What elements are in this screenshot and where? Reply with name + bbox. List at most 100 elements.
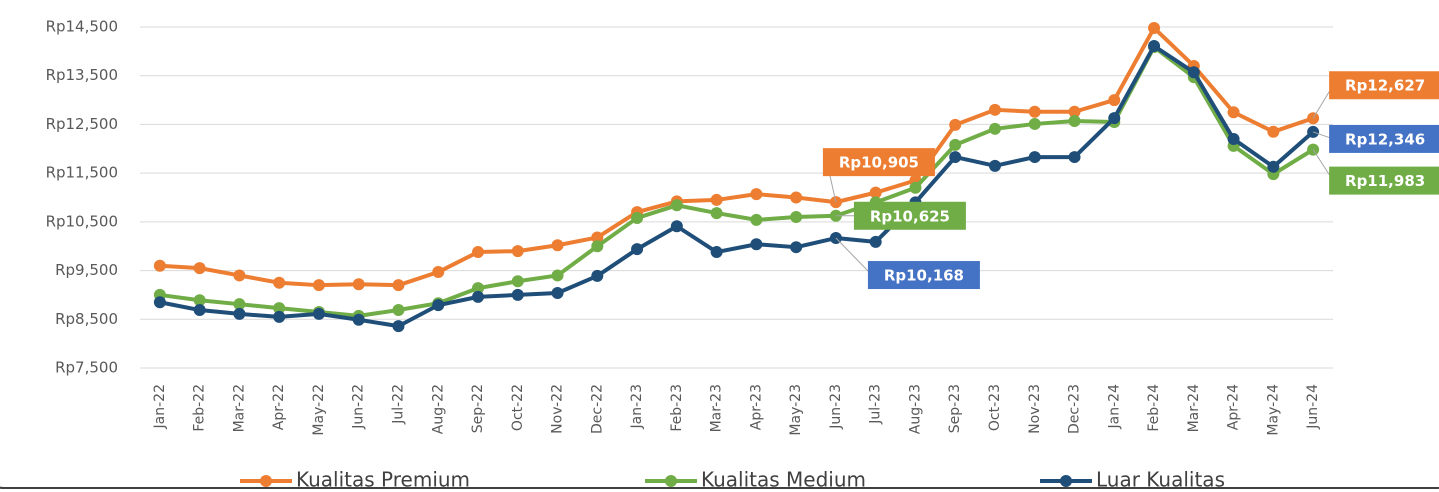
x-tick-label: Mar-23 xyxy=(709,384,725,432)
data-point xyxy=(193,304,206,317)
value-label-box xyxy=(867,261,980,290)
x-tick-label: Feb-24 xyxy=(1146,384,1162,432)
data-point xyxy=(352,313,365,326)
data-point xyxy=(551,286,564,299)
x-tick-label: May-23 xyxy=(788,384,804,436)
data-point xyxy=(1148,39,1161,52)
data-point xyxy=(1227,106,1240,119)
data-point xyxy=(1187,66,1200,79)
legend-marker xyxy=(260,475,272,487)
x-tick-label: Jun-24 xyxy=(1305,384,1321,430)
y-tick-label: Rp8,500 xyxy=(55,310,118,328)
x-tick-label: Mar-24 xyxy=(1186,384,1202,432)
data-point xyxy=(591,231,604,244)
y-tick-label: Rp14,500 xyxy=(46,18,118,36)
data-point xyxy=(1068,115,1081,128)
data-point xyxy=(1028,117,1041,130)
data-point xyxy=(233,269,246,282)
data-point xyxy=(591,269,604,282)
x-tick-label: Oct-23 xyxy=(987,384,1003,431)
data-point xyxy=(869,235,882,248)
data-point xyxy=(710,207,723,220)
value-label: Rp12,346 xyxy=(1345,130,1425,148)
data-point xyxy=(1148,21,1161,34)
series-line xyxy=(159,44,1315,318)
data-point xyxy=(790,191,803,204)
legend-label: Luar Kualitas xyxy=(1096,468,1225,492)
data-point xyxy=(949,118,962,131)
x-tick-label: Jun-23 xyxy=(828,384,844,430)
data-point xyxy=(631,211,644,224)
data-point xyxy=(1028,151,1041,164)
data-point xyxy=(1267,125,1280,138)
y-tick-label: Rp10,500 xyxy=(46,212,118,230)
data-point xyxy=(511,275,524,288)
data-point xyxy=(273,302,286,315)
x-tick-label: Oct-22 xyxy=(510,384,526,431)
data-point xyxy=(392,304,405,317)
data-point xyxy=(312,279,325,292)
x-tick-label: Aug-22 xyxy=(430,384,446,434)
x-tick-label: Nov-22 xyxy=(550,384,566,434)
data-point xyxy=(273,310,286,323)
data-point xyxy=(631,243,644,256)
data-point xyxy=(1068,151,1081,164)
legend-marker xyxy=(1060,475,1072,487)
series-line xyxy=(159,25,1314,288)
data-point xyxy=(949,138,962,151)
data-point xyxy=(710,246,723,259)
y-tick-label: Rp9,500 xyxy=(55,261,118,279)
legend-marker xyxy=(665,475,677,487)
x-tick-label: Dec-23 xyxy=(1067,384,1083,434)
x-tick-label: Feb-22 xyxy=(192,384,208,432)
value-label: Rp11,983 xyxy=(1345,172,1425,190)
x-tick-label: May-24 xyxy=(1265,384,1281,436)
data-point xyxy=(1068,105,1081,118)
value-label: Rp10,905 xyxy=(839,154,919,172)
data-point xyxy=(869,186,882,199)
data-point xyxy=(233,307,246,320)
data-point xyxy=(511,245,524,258)
data-point xyxy=(551,269,564,282)
data-point xyxy=(670,199,683,212)
data-point xyxy=(312,307,325,320)
y-tick-label: Rp7,500 xyxy=(55,359,118,377)
data-point xyxy=(432,266,445,279)
data-point xyxy=(790,210,803,223)
x-tick-label: Apr-23 xyxy=(748,384,764,430)
data-point xyxy=(750,238,763,251)
data-point xyxy=(511,288,524,301)
data-point xyxy=(273,276,286,289)
y-tick-label: Rp13,500 xyxy=(46,66,118,84)
x-tick-label: Aug-23 xyxy=(907,384,923,434)
data-point xyxy=(988,159,1001,172)
x-tick-label: Jun-22 xyxy=(351,384,367,430)
data-point xyxy=(750,188,763,201)
data-point xyxy=(551,239,564,252)
x-tick-label: Dec-22 xyxy=(589,384,605,434)
value-label: Rp10,168 xyxy=(884,267,964,285)
x-tick-label: Nov-23 xyxy=(1027,384,1043,434)
x-tick-label: Sep-22 xyxy=(470,384,486,433)
data-point xyxy=(1227,133,1240,146)
y-tick-label: Rp11,500 xyxy=(46,164,118,182)
series-line xyxy=(159,43,1315,329)
x-tick-label: Mar-22 xyxy=(231,384,247,432)
value-label: Rp12,627 xyxy=(1345,77,1425,95)
y-tick-label: Rp12,500 xyxy=(46,115,118,133)
data-point xyxy=(1108,94,1121,107)
x-tick-label: Jul-22 xyxy=(390,384,406,425)
x-tick-label: Feb-23 xyxy=(669,384,685,432)
data-point xyxy=(352,278,365,291)
data-point xyxy=(670,220,683,233)
data-point xyxy=(710,193,723,206)
value-label-box xyxy=(822,148,935,177)
data-point xyxy=(1267,160,1280,173)
legend-label: Kualitas Premium xyxy=(296,468,470,492)
data-point xyxy=(591,240,604,253)
data-point xyxy=(949,151,962,164)
x-tick-label: May-22 xyxy=(311,384,327,436)
data-point xyxy=(392,279,405,292)
data-point xyxy=(153,296,166,309)
